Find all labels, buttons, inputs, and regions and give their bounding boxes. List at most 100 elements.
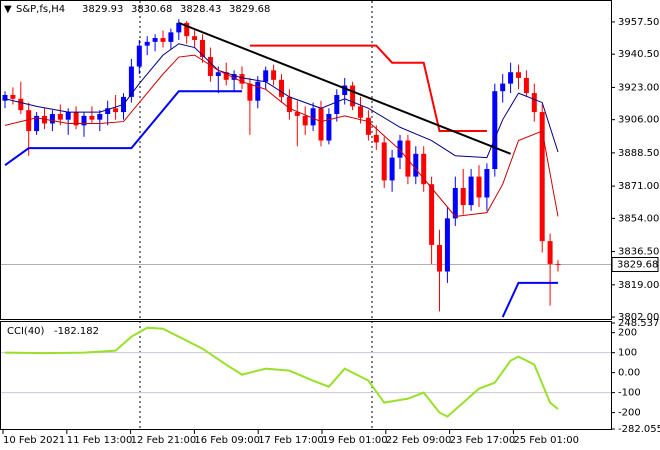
- candle-body: [81, 115, 87, 126]
- candle-body: [113, 108, 119, 113]
- candle-body: [484, 169, 490, 198]
- cci-tick-label: 200: [618, 328, 637, 339]
- candle-body: [452, 187, 458, 219]
- candle-body: [152, 38, 158, 42]
- quote-value: 3830.68: [131, 4, 172, 15]
- indicator-line: [249, 44, 487, 133]
- candle-body: [49, 113, 55, 124]
- cci-current: -182.182: [54, 326, 99, 337]
- candle-body: [10, 94, 16, 99]
- candle-body: [2, 94, 8, 101]
- candle-body: [555, 263, 561, 265]
- candle-body: [421, 153, 427, 185]
- y-tick-label: 3836.50: [618, 247, 659, 258]
- candle-body: [215, 72, 221, 77]
- cci-tick-label: 0.00: [618, 368, 640, 379]
- cci-title: CCI(40): [7, 326, 45, 337]
- y-tick-label: 3802.00: [618, 312, 659, 323]
- candle-body: [531, 93, 537, 113]
- candle-body: [350, 85, 356, 107]
- candle-body: [97, 113, 103, 120]
- candle-body: [373, 134, 379, 143]
- y-tick-label: 3871.00: [618, 181, 659, 192]
- candle-body: [310, 108, 316, 126]
- candle-body: [184, 22, 190, 37]
- candle-body: [286, 96, 292, 113]
- candle-body: [334, 94, 340, 114]
- cci-tick-label: 248.5374: [618, 318, 660, 329]
- candle-body: [358, 106, 363, 118]
- x-tick-label: 10 Feb 2021: [3, 435, 65, 446]
- cci-tick-label: -100: [618, 388, 641, 399]
- y-tick-label: 3957.50: [618, 17, 659, 28]
- candle-body: [492, 91, 498, 170]
- candle-body: [247, 83, 253, 101]
- x-tick-label: 11 Feb 13:00: [67, 435, 133, 446]
- candle-body: [318, 108, 324, 141]
- candle-body: [144, 41, 150, 46]
- candle-body: [413, 153, 419, 177]
- x-tick-label: 19 Feb 01:00: [322, 435, 388, 446]
- candle-body: [547, 241, 553, 264]
- candle-body: [405, 140, 411, 177]
- candle-body: [508, 72, 514, 84]
- current-price-box: [611, 257, 659, 273]
- candle-body: [128, 66, 134, 97]
- quote-value: 3829.93: [82, 4, 123, 15]
- candle-body: [516, 72, 521, 78]
- candle-body: [444, 218, 450, 272]
- candle-body: [89, 115, 95, 120]
- candle-body: [26, 110, 32, 132]
- current-price-label: 3829.68: [617, 260, 658, 271]
- quote-value: 3829.68: [229, 4, 270, 15]
- main-panel: [0, 0, 612, 320]
- cci-tick-label: 100: [618, 348, 637, 359]
- candle-body: [500, 83, 506, 92]
- candle-body: [429, 184, 435, 245]
- candle-body: [326, 113, 332, 141]
- x-tick-label: 25 Feb 01:00: [513, 435, 579, 446]
- symbol: S&P,fs,H4: [16, 4, 65, 15]
- candle-body: [263, 70, 269, 82]
- candle-body: [255, 81, 261, 101]
- candle-body: [168, 32, 174, 42]
- indicator-line: [4, 90, 558, 318]
- candle-body: [389, 157, 395, 181]
- candle-body: [73, 112, 79, 126]
- candle-body: [192, 36, 198, 40]
- candle-body: [57, 113, 63, 120]
- candle-body: [365, 117, 371, 135]
- y-tick-label: 3888.50: [618, 148, 659, 159]
- quote-value: 3828.43: [180, 4, 221, 15]
- candle-body: [18, 98, 24, 111]
- x-tick-label: 22 Feb 09:00: [386, 435, 452, 446]
- candle-body: [381, 142, 387, 181]
- candle-body: [294, 112, 300, 116]
- cci-line: [4, 326, 559, 418]
- y-tick-label: 3854.00: [618, 213, 659, 224]
- candle-body: [200, 39, 205, 58]
- x-tick-label: 17 Feb 17:00: [258, 435, 324, 446]
- candle-body: [65, 112, 71, 120]
- y-tick-label: 3940.50: [618, 49, 659, 60]
- cci-panel: [0, 321, 612, 430]
- candle-body: [539, 112, 545, 242]
- candle-body: [397, 140, 403, 158]
- candle-body: [160, 38, 166, 42]
- candle-body: [231, 74, 237, 80]
- candle-body: [460, 187, 466, 206]
- y-tick-label: 3819.00: [618, 280, 659, 291]
- candle-body: [223, 72, 229, 80]
- candle-body: [437, 244, 442, 272]
- cci-tick-label: -200: [618, 408, 641, 419]
- candle-body: [207, 57, 213, 77]
- y-tick-label: 3906.00: [618, 115, 659, 126]
- header-arrow: ▼: [4, 4, 12, 15]
- cci-tick-label: -282.0558: [618, 424, 660, 435]
- candle-body: [468, 176, 474, 206]
- candle-body: [271, 70, 277, 80]
- candle-body: [523, 77, 529, 94]
- candle-body: [136, 45, 142, 67]
- y-tick-label: 3923.00: [618, 82, 659, 93]
